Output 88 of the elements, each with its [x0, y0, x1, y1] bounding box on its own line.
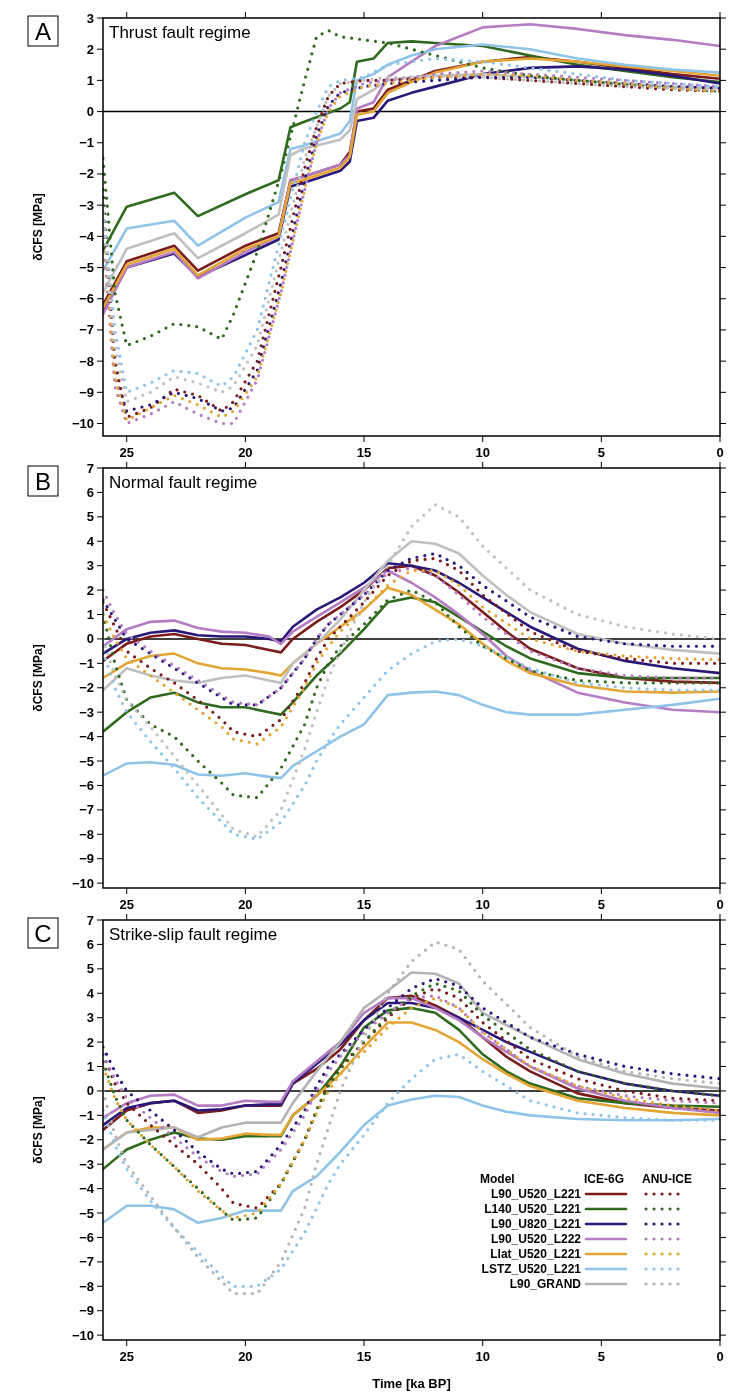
y-tick-label: 5: [86, 961, 94, 977]
y-tick-label: −6: [79, 777, 94, 793]
y-tick-label: 2: [86, 41, 94, 57]
y-tick-label: 0: [86, 104, 94, 120]
y-tick-label: −7: [79, 1254, 94, 1270]
y-tick-label: −10: [71, 875, 94, 891]
legend-label: L90_U820_L221: [490, 1217, 582, 1231]
x-tick-label: 20: [238, 445, 253, 460]
y-tick-label: 5: [86, 509, 94, 525]
legend-label: LSTZ_U520_L221: [481, 1262, 582, 1276]
text: A: [34, 18, 52, 45]
x-tick-label: 0: [716, 1349, 724, 1364]
chart-title: Strike-slip fault regime: [109, 925, 278, 944]
annotation: ANU-ICE: [642, 1172, 692, 1186]
y-tick-label: −5: [79, 753, 94, 769]
y-tick-label: 4: [86, 985, 95, 1001]
y-tick-label: 1: [86, 72, 94, 88]
y-axis-title: δCFS [MPa]: [31, 193, 45, 261]
x-tick-label: 10: [475, 445, 490, 460]
x-tick-label: 25: [119, 897, 134, 912]
y-tick-label: 0: [86, 1083, 94, 1099]
x-axis-title: Time [ka BP]: [372, 1376, 451, 1391]
y-tick-label: −1: [79, 135, 94, 151]
y-tick-label: −7: [79, 322, 94, 338]
y-tick-label: −3: [79, 704, 94, 720]
x-tick-label: 20: [238, 1349, 253, 1364]
y-tick-label: −7: [79, 802, 94, 818]
y-tick-label: 7: [86, 912, 94, 928]
text: B: [34, 468, 52, 495]
x-tick-label: 15: [356, 897, 372, 912]
chart-title: Thrust fault regime: [109, 23, 251, 42]
y-tick-label: −9: [79, 851, 94, 867]
y-tick-label: −1: [79, 1107, 94, 1123]
x-tick-label: 5: [597, 445, 605, 460]
y-tick-label: −9: [79, 1303, 94, 1319]
y-tick-label: −4: [79, 228, 95, 244]
y-tick-label: −2: [79, 1132, 94, 1148]
y-tick-label: −6: [79, 291, 94, 307]
text: C: [34, 920, 52, 947]
y-tick-label: 2: [86, 1034, 94, 1050]
x-tick-label: 10: [475, 1349, 490, 1364]
y-tick-label: −8: [79, 826, 94, 842]
y-tick-label: −3: [79, 197, 94, 213]
y-tick-label: 7: [86, 460, 94, 476]
y-tick-label: −6: [79, 1229, 94, 1245]
y-tick-label: 0: [86, 631, 94, 647]
y-tick-label: −4: [79, 729, 95, 745]
y-tick-label: −8: [79, 353, 94, 369]
x-tick-label: 5: [597, 1349, 605, 1364]
x-tick-label: 0: [716, 897, 724, 912]
legend-title: Model: [480, 1172, 515, 1186]
y-axis-title: δCFS [MPa]: [31, 644, 45, 712]
legend-label: Llat_U520_L221: [490, 1247, 582, 1261]
x-tick-label: 25: [119, 445, 134, 460]
y-tick-label: −5: [79, 260, 94, 276]
y-tick-label: −10: [71, 416, 94, 432]
legend-label: L90_U520_L221: [490, 1187, 582, 1201]
legend-label: L90_U520_L222: [490, 1232, 582, 1246]
y-tick-label: −1: [79, 655, 94, 671]
y-tick-label: −8: [79, 1278, 94, 1294]
y-tick-label: −3: [79, 1156, 94, 1172]
y-tick-label: 3: [86, 1010, 94, 1026]
y-tick-label: −10: [71, 1327, 94, 1343]
y-tick-label: −2: [79, 166, 94, 182]
y-tick-label: 2: [86, 582, 94, 598]
y-tick-label: −9: [79, 384, 94, 400]
x-tick-label: 15: [356, 1349, 372, 1364]
y-tick-label: 1: [86, 1059, 94, 1075]
x-tick-label: 25: [119, 1349, 134, 1364]
y-tick-label: 4: [86, 533, 95, 549]
y-tick-label: 3: [86, 10, 94, 26]
y-tick-label: −2: [79, 680, 94, 696]
legend-label: L90_GRAND: [509, 1277, 582, 1291]
y-tick-label: −5: [79, 1205, 94, 1221]
y-tick-label: −4: [79, 1181, 95, 1197]
y-tick-label: 6: [86, 484, 94, 500]
annotation: ICE-6G: [584, 1172, 625, 1186]
x-tick-label: 0: [716, 445, 724, 460]
x-tick-label: 20: [238, 897, 253, 912]
y-tick-label: 3: [86, 558, 94, 574]
x-tick-label: 15: [356, 445, 372, 460]
y-tick-label: 1: [86, 607, 94, 623]
y-axis-title: δCFS [MPa]: [31, 1096, 45, 1164]
legend-label: L140_U520_L221: [484, 1202, 582, 1216]
y-tick-label: 6: [86, 936, 94, 952]
x-tick-label: 5: [597, 897, 605, 912]
chart-title: Normal fault regime: [109, 473, 258, 492]
x-tick-label: 10: [475, 897, 490, 912]
